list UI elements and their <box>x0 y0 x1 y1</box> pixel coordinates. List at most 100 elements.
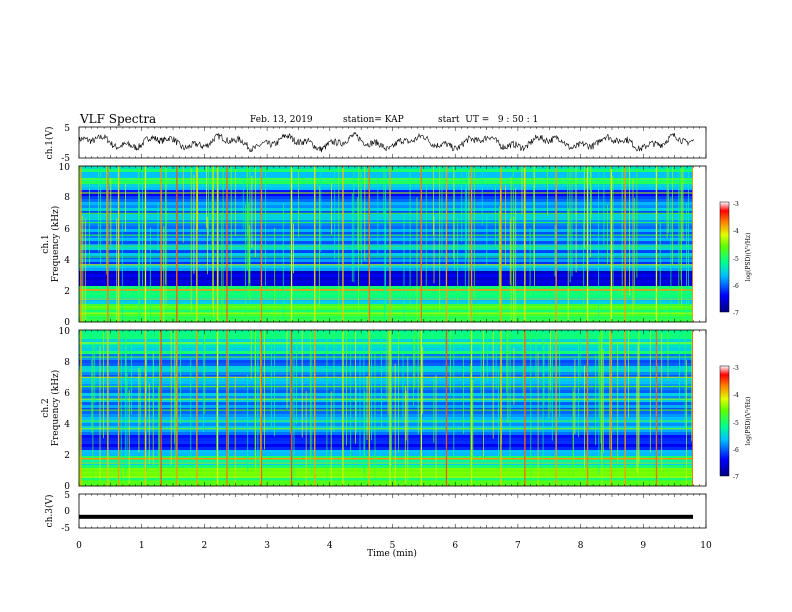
spectrogram-streak <box>529 228 531 296</box>
spectrogram-streak <box>216 386 218 453</box>
spectrogram-impulse <box>500 166 502 322</box>
spectrogram-impulse <box>260 330 263 486</box>
spectrogram-streak <box>89 182 90 265</box>
spectrogram-streak <box>679 330 680 400</box>
spectrogram-line <box>79 317 693 319</box>
spectrogram-streak <box>425 177 427 293</box>
spectrogram-impulse <box>368 330 370 486</box>
ch1-cb-tick-4: -4 <box>733 228 739 235</box>
ch1-colorbar-scale <box>719 201 730 313</box>
x-tick-label: 2 <box>202 541 208 551</box>
spectrogram-band <box>79 310 693 314</box>
spectrogram-band <box>79 456 693 460</box>
spectrogram-streak <box>228 330 229 470</box>
ch3-ylabel: ch.3(V) <box>44 495 55 528</box>
spectrogram-streak <box>480 330 482 394</box>
spectrogram-streak <box>603 166 605 245</box>
spectrogram-impulse <box>655 166 658 322</box>
spectrogram-streak <box>255 330 256 472</box>
x-tick-label: 7 <box>515 541 521 551</box>
spectrogram-streak <box>559 330 561 418</box>
spectrogram-streak <box>530 330 532 484</box>
ch2-freq-tick-10: 10 <box>59 327 71 337</box>
spectrogram-streak <box>661 332 663 471</box>
spectrogram-impulse <box>314 330 316 486</box>
ch1-cb-tick-7: -7 <box>733 310 739 317</box>
spectrogram-streak <box>569 166 571 236</box>
spectrogram-line <box>79 481 693 483</box>
spectrogram-streak <box>274 227 276 322</box>
spectrogram-streak <box>309 330 311 464</box>
spectrogram-streak <box>110 178 112 245</box>
ch1-ytick-bottom: -5 <box>61 154 70 164</box>
spectrogram-streak <box>522 330 524 397</box>
spectrogram-impulse <box>445 166 448 322</box>
spectrogram-streak <box>515 187 517 322</box>
spectrogram-streak <box>659 221 661 322</box>
spectrogram-streak <box>355 330 356 444</box>
spectrogram-streak <box>637 342 639 476</box>
spectrogram-band <box>79 411 693 415</box>
spectrogram-streak <box>346 330 347 446</box>
spectrogram-empty-tail <box>693 166 706 322</box>
spectrogram-band <box>79 432 693 436</box>
spectrogram-streak <box>221 212 223 322</box>
header-start-time: start UT = 9 : 50 : 1 <box>438 115 538 125</box>
ch2-colorbar-label: log(PSD)(V²/Hz) <box>745 397 752 446</box>
spectrogram-streak <box>601 330 603 486</box>
spectrogram-streak <box>681 166 682 305</box>
spectrogram-streak <box>463 355 464 435</box>
ch2-spec-ylabel-frequency: Frequency (kHz) <box>50 370 61 447</box>
spectrogram-streak <box>439 166 441 312</box>
spectrogram-streak <box>193 174 195 274</box>
spectrogram-streak <box>320 166 322 252</box>
spectrogram-impulse <box>555 166 557 322</box>
spectrogram-impulse <box>610 330 612 486</box>
spectrogram-streak <box>204 331 206 414</box>
spectrogram-band <box>79 447 693 451</box>
spectrogram-streak <box>609 330 611 450</box>
ch1-spec-ylabel-frequency: Frequency (kHz) <box>50 206 61 283</box>
spectrogram-strong-line <box>79 457 693 460</box>
spectrogram-streak <box>494 185 496 247</box>
spectrogram-streak <box>138 166 140 316</box>
spectrogram-streak <box>259 374 261 486</box>
spectrogram-streak <box>433 166 434 236</box>
spectrogram-streak <box>498 369 499 467</box>
spectrogram-streak <box>208 166 209 236</box>
spectrogram-streak <box>131 330 132 415</box>
spectrogram-streak <box>213 166 214 318</box>
spectrogram-impulse <box>470 330 473 486</box>
spectrogram-line <box>79 462 693 464</box>
spectrogram-impulse <box>624 166 626 322</box>
spectrogram-streak <box>688 166 689 307</box>
spectrogram-streak <box>612 175 614 288</box>
ch1-freq-tick-6: 6 <box>64 225 70 235</box>
spectrogram-streak <box>149 227 151 322</box>
spectrogram-streak <box>250 330 252 380</box>
ch1-colorbar-label: log(PSD)(V²/Hz) <box>745 233 752 282</box>
spectrogram-streak <box>509 330 511 468</box>
spectrogram-streak <box>248 203 250 298</box>
spectrogram-streak <box>636 166 638 278</box>
ch1-cb-tick-6: -6 <box>733 283 739 290</box>
spectrogram-streak <box>331 182 332 235</box>
spectrogram-streak <box>301 330 303 438</box>
spectrogram-streak <box>355 380 357 434</box>
spectrogram-streak <box>398 330 399 453</box>
spectrogram-streak <box>203 330 204 432</box>
ch2-freq-tick-4: 4 <box>64 420 70 430</box>
spectrogram-streak <box>499 206 501 322</box>
spectrogram-streak <box>353 206 355 283</box>
spectrogram-streak <box>366 376 368 440</box>
spectrogram-band <box>79 414 693 418</box>
spectrogram-streak <box>578 330 579 438</box>
x-tick-label: 6 <box>452 541 458 551</box>
ch2-colorbar-scale <box>719 365 730 477</box>
ch2-freq-tick-6: 6 <box>64 389 70 399</box>
x-tick-label: 9 <box>640 541 646 551</box>
spectrogram-impulse <box>342 330 344 486</box>
spectrogram-impulse <box>470 166 473 322</box>
spectrogram-streak <box>595 355 597 445</box>
spectrogram-streak <box>364 166 366 261</box>
